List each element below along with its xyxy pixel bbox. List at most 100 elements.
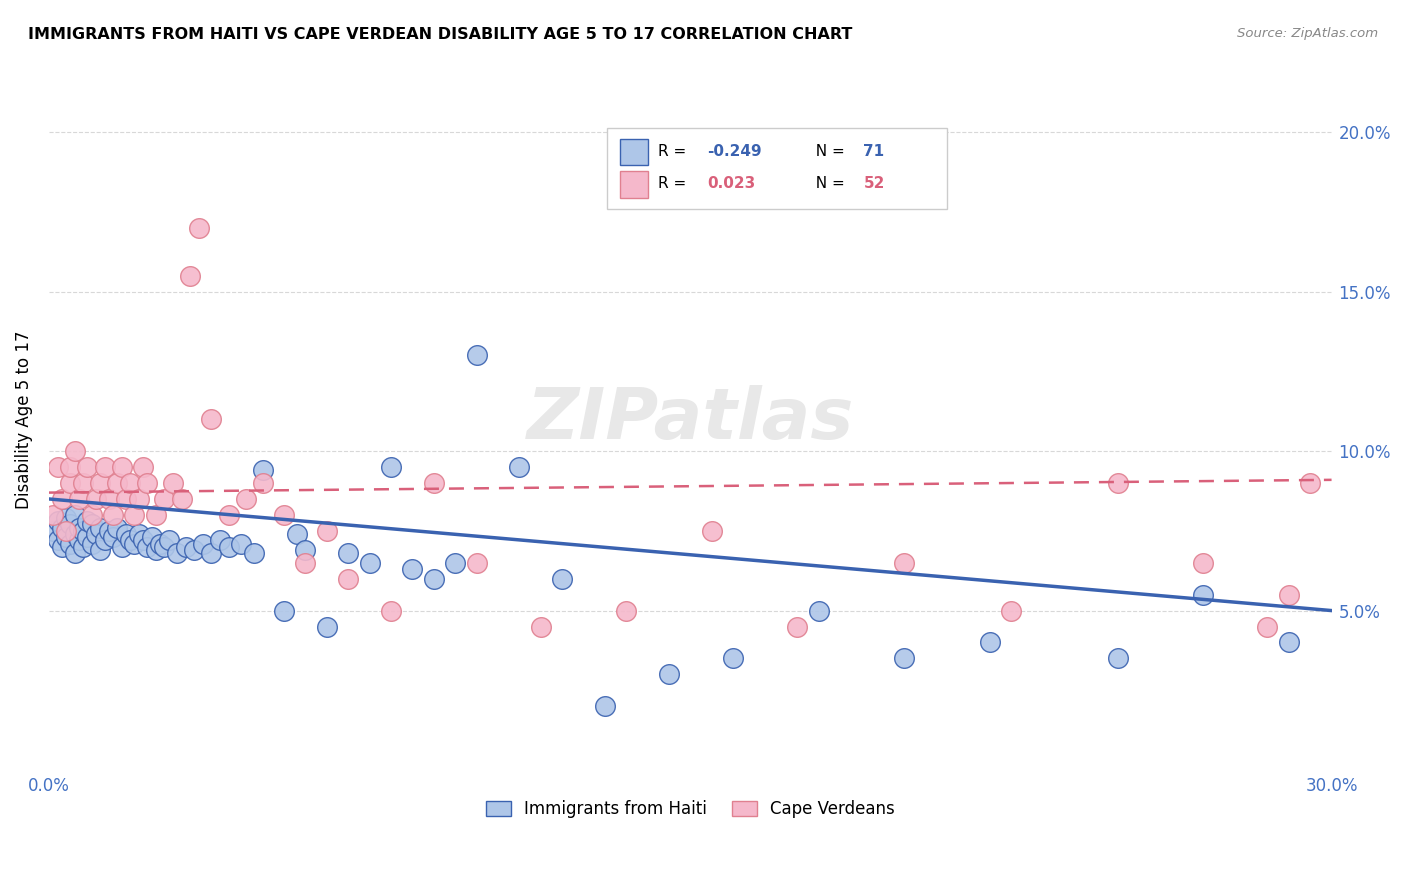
Point <box>59 476 82 491</box>
Point <box>55 511 77 525</box>
Point <box>593 699 616 714</box>
Point <box>132 533 155 548</box>
Point <box>89 521 111 535</box>
Text: -0.249: -0.249 <box>707 144 762 159</box>
Point <box>76 530 98 544</box>
Point <box>337 546 360 560</box>
Point <box>111 460 134 475</box>
Point <box>46 514 69 528</box>
Point <box>128 527 150 541</box>
Point <box>183 543 205 558</box>
Point <box>200 546 222 560</box>
Point <box>179 268 201 283</box>
Bar <box>607 128 946 209</box>
Point <box>105 521 128 535</box>
Point <box>1000 603 1022 617</box>
Point <box>721 651 744 665</box>
Point <box>101 530 124 544</box>
Point <box>67 521 90 535</box>
Point <box>422 476 444 491</box>
Point <box>208 533 231 548</box>
Point <box>174 540 197 554</box>
Point <box>153 540 176 554</box>
Point <box>218 540 240 554</box>
Point <box>124 536 146 550</box>
Point <box>63 527 86 541</box>
Point <box>380 460 402 475</box>
Point <box>76 514 98 528</box>
Point <box>359 556 381 570</box>
Point <box>162 476 184 491</box>
Point <box>63 546 86 560</box>
Point <box>145 543 167 558</box>
Point <box>979 635 1001 649</box>
Point <box>530 619 553 633</box>
Point <box>93 533 115 548</box>
Point <box>72 476 94 491</box>
Point <box>166 546 188 560</box>
Text: N =: N = <box>806 144 849 159</box>
Point <box>80 508 103 522</box>
Point <box>1107 476 1129 491</box>
Point <box>465 556 488 570</box>
Point <box>136 476 159 491</box>
Point <box>285 527 308 541</box>
Point <box>893 556 915 570</box>
Legend: Immigrants from Haiti, Cape Verdeans: Immigrants from Haiti, Cape Verdeans <box>479 794 901 825</box>
Point <box>1256 619 1278 633</box>
Point <box>1107 651 1129 665</box>
Point <box>153 491 176 506</box>
Point <box>76 460 98 475</box>
Point <box>105 476 128 491</box>
Point <box>89 543 111 558</box>
Point <box>141 530 163 544</box>
Bar <box>620 171 648 198</box>
Point <box>1278 635 1301 649</box>
Point <box>807 603 830 617</box>
Point <box>67 491 90 506</box>
Point <box>72 524 94 538</box>
Point <box>80 517 103 532</box>
Point <box>157 533 180 548</box>
Text: N =: N = <box>806 176 849 191</box>
Text: 71: 71 <box>863 144 884 159</box>
Point <box>145 508 167 522</box>
Point <box>42 524 65 538</box>
Point <box>149 536 172 550</box>
Point <box>380 603 402 617</box>
Point <box>51 540 73 554</box>
Point <box>51 521 73 535</box>
Point <box>115 491 138 506</box>
Text: ZIPatlas: ZIPatlas <box>527 384 853 454</box>
Point <box>89 476 111 491</box>
Point <box>80 536 103 550</box>
Point <box>170 491 193 506</box>
Point <box>120 476 142 491</box>
Point <box>200 412 222 426</box>
Point <box>1192 588 1215 602</box>
Point <box>252 476 274 491</box>
Point <box>1192 556 1215 570</box>
Point <box>187 221 209 235</box>
Point <box>235 491 257 506</box>
Text: 52: 52 <box>863 176 884 191</box>
Point <box>84 527 107 541</box>
Point <box>111 540 134 554</box>
Point <box>614 603 637 617</box>
Text: R =: R = <box>658 144 692 159</box>
Point <box>132 460 155 475</box>
Point <box>97 524 120 538</box>
Point <box>294 543 316 558</box>
Point <box>1299 476 1322 491</box>
Y-axis label: Disability Age 5 to 17: Disability Age 5 to 17 <box>15 330 32 508</box>
Point <box>42 508 65 522</box>
Point <box>315 524 337 538</box>
Point <box>101 508 124 522</box>
Point <box>273 508 295 522</box>
Point <box>97 491 120 506</box>
Text: IMMIGRANTS FROM HAITI VS CAPE VERDEAN DISABILITY AGE 5 TO 17 CORRELATION CHART: IMMIGRANTS FROM HAITI VS CAPE VERDEAN DI… <box>28 27 852 42</box>
Point <box>59 536 82 550</box>
Text: Source: ZipAtlas.com: Source: ZipAtlas.com <box>1237 27 1378 40</box>
Point <box>231 536 253 550</box>
Point <box>55 530 77 544</box>
